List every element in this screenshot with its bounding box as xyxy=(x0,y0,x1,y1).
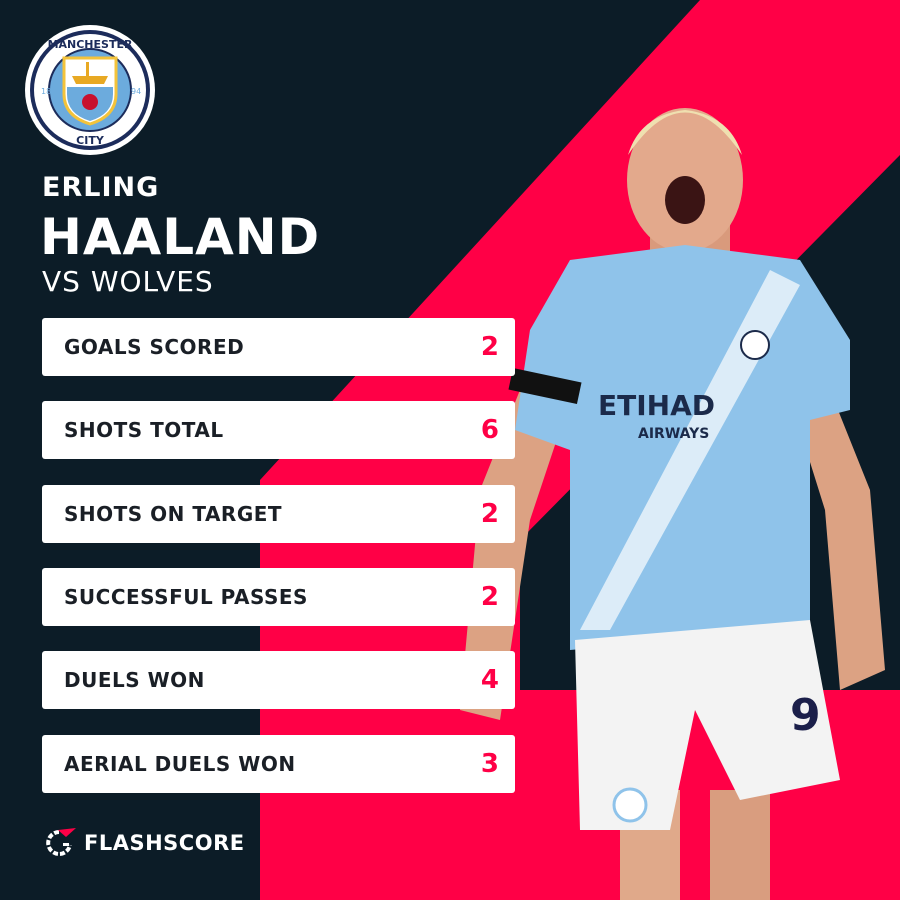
stat-label: SUCCESSFUL PASSES xyxy=(64,585,308,609)
opponent: VS WOLVES xyxy=(42,265,214,298)
club-crest: MANCHESTER CITY 18 94 xyxy=(25,25,155,155)
stat-value: 2 xyxy=(480,332,499,362)
stat-value: 6 xyxy=(480,415,499,445)
crest-year-left: 18 xyxy=(41,87,51,96)
player-first-name: ERLING xyxy=(42,172,160,203)
stat-label: AERIAL DUELS WON xyxy=(64,752,296,776)
shirt-sponsor: ETIHAD xyxy=(598,389,715,422)
crest-text-top: MANCHESTER xyxy=(48,38,133,51)
stat-value: 4 xyxy=(480,665,499,695)
shirt-number: 9 xyxy=(790,690,821,741)
crest-year-right: 94 xyxy=(131,87,141,96)
crest-icon xyxy=(740,330,770,360)
player-last-name: HAALAND xyxy=(40,208,321,266)
stat-row: SHOTS ON TARGET 2 xyxy=(42,485,515,543)
stat-row: SUCCESSFUL PASSES 2 xyxy=(42,568,515,626)
shirt-sponsor-sub: AIRWAYS xyxy=(638,426,709,442)
stat-label: DUELS WON xyxy=(64,668,205,692)
stat-value: 3 xyxy=(480,749,499,779)
flashscore-icon xyxy=(46,828,76,856)
player-photo: ETIHAD AIRWAYS 9 xyxy=(460,108,885,900)
stat-label: GOALS SCORED xyxy=(64,335,245,359)
stat-row: SHOTS TOTAL 6 xyxy=(42,401,515,459)
brand-name: FLASHSCORE xyxy=(84,831,245,855)
stat-row: GOALS SCORED 2 xyxy=(42,318,515,376)
stat-row: AERIAL DUELS WON 3 xyxy=(42,735,515,793)
brand-logo: FLASHSCORE xyxy=(44,828,245,858)
stat-value: 2 xyxy=(480,582,499,612)
stat-value: 2 xyxy=(480,499,499,529)
stat-label: SHOTS ON TARGET xyxy=(64,502,283,526)
stat-row: DUELS WON 4 xyxy=(42,651,515,709)
stat-label: SHOTS TOTAL xyxy=(64,418,224,442)
crest-text-bottom: CITY xyxy=(76,134,105,147)
